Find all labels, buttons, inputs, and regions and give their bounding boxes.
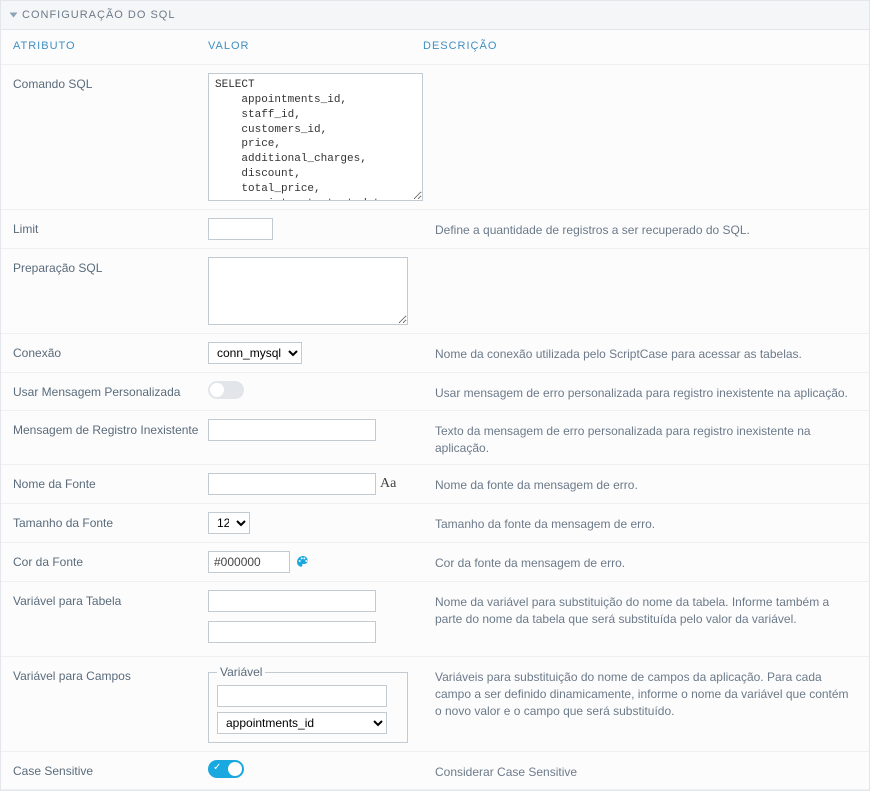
color-picker-icon[interactable] <box>294 553 312 571</box>
row-var-campos: Variável para Campos Variável appointmen… <box>1 657 869 752</box>
collapse-triangle-icon <box>10 13 18 18</box>
desc-preparacao-sql <box>423 257 857 261</box>
label-tamanho-fonte: Tamanho da Fonte <box>13 512 208 530</box>
row-msg-registro: Mensagem de Registro Inexistente Texto d… <box>1 411 869 466</box>
var-tabela-input-1[interactable] <box>208 590 376 612</box>
var-campos-select[interactable]: appointments_id <box>217 712 387 734</box>
row-tamanho-fonte: Tamanho da Fonte 12 Tamanho da fonte da … <box>1 504 869 543</box>
desc-comando-sql <box>423 73 857 77</box>
var-campos-fieldset: Variável appointments_id <box>208 665 408 743</box>
desc-case-sensitive: Considerar Case Sensitive <box>423 760 857 781</box>
desc-limit: Define a quantidade de registros a ser r… <box>423 218 857 239</box>
desc-var-campos: Variáveis para substituição do nome de c… <box>423 665 857 719</box>
label-var-tabela: Variável para Tabela <box>13 590 208 608</box>
label-var-campos: Variável para Campos <box>13 665 208 683</box>
msg-registro-input[interactable] <box>208 419 376 441</box>
row-nome-fonte: Nome da Fonte Aa Nome da fonte da mensag… <box>1 465 869 504</box>
desc-nome-fonte: Nome da fonte da mensagem de erro. <box>423 473 857 494</box>
label-conexao: Conexão <box>13 342 208 360</box>
limit-input[interactable] <box>208 218 273 240</box>
toggle-knob <box>228 762 242 776</box>
row-limit: Limit Define a quantidade de registros a… <box>1 210 869 249</box>
header-descricao: DESCRIÇÃO <box>423 40 857 52</box>
label-msg-registro: Mensagem de Registro Inexistente <box>13 419 208 437</box>
column-headers: ATRIBUTO VALOR DESCRIÇÃO <box>1 30 869 65</box>
row-preparacao-sql: Preparação SQL <box>1 249 869 334</box>
font-picker-icon[interactable]: Aa <box>380 476 396 492</box>
label-case-sensitive: Case Sensitive <box>13 760 208 778</box>
label-comando-sql: Comando SQL <box>13 73 208 91</box>
label-cor-fonte: Cor da Fonte <box>13 551 208 569</box>
toggle-knob <box>210 383 224 397</box>
row-case-sensitive: Case Sensitive ✓ Considerar Case Sensiti… <box>1 752 869 790</box>
var-tabela-input-2[interactable] <box>208 621 376 643</box>
header-atributo: ATRIBUTO <box>13 40 208 52</box>
desc-tamanho-fonte: Tamanho da fonte da mensagem de erro. <box>423 512 857 533</box>
panel-header[interactable]: CONFIGURAÇÃO DO SQL <box>1 1 869 30</box>
check-icon: ✓ <box>213 762 221 773</box>
sql-config-panel: CONFIGURAÇÃO DO SQL ATRIBUTO VALOR DESCR… <box>0 0 870 791</box>
var-campos-input[interactable] <box>217 685 387 707</box>
desc-var-tabela: Nome da variável para substituição do no… <box>423 590 857 628</box>
conexao-select[interactable]: conn_mysql <box>208 342 302 364</box>
panel-title: CONFIGURAÇÃO DO SQL <box>22 9 175 21</box>
desc-conexao: Nome da conexão utilizada pelo ScriptCas… <box>423 342 857 363</box>
tamanho-fonte-select[interactable]: 12 <box>208 512 250 534</box>
label-preparacao-sql: Preparação SQL <box>13 257 208 275</box>
desc-msg-personalizada: Usar mensagem de erro personalizada para… <box>423 381 857 402</box>
desc-cor-fonte: Cor da fonte da mensagem de erro. <box>423 551 857 572</box>
header-valor: VALOR <box>208 40 423 52</box>
nome-fonte-input[interactable] <box>208 473 376 495</box>
sql-command-textarea[interactable]: SELECT appointments_id, staff_id, custom… <box>208 73 423 201</box>
row-var-tabela: Variável para Tabela Nome da variável pa… <box>1 582 869 657</box>
row-msg-personalizada: Usar Mensagem Personalizada Usar mensage… <box>1 373 869 411</box>
cor-fonte-input[interactable] <box>208 551 290 573</box>
var-campos-legend: Variável <box>217 665 265 679</box>
label-nome-fonte: Nome da Fonte <box>13 473 208 491</box>
row-comando-sql: Comando SQL SELECT appointments_id, staf… <box>1 65 869 210</box>
desc-msg-registro: Texto da mensagem de erro personalizada … <box>423 419 857 457</box>
label-limit: Limit <box>13 218 208 236</box>
prep-sql-textarea[interactable] <box>208 257 408 325</box>
row-cor-fonte: Cor da Fonte Cor da fonte da mensagem de… <box>1 543 869 582</box>
row-conexao: Conexão conn_mysql Nome da conexão utili… <box>1 334 869 373</box>
label-msg-personalizada: Usar Mensagem Personalizada <box>13 381 208 399</box>
msg-personalizada-toggle[interactable] <box>208 381 244 399</box>
case-sensitive-toggle[interactable]: ✓ <box>208 760 244 778</box>
